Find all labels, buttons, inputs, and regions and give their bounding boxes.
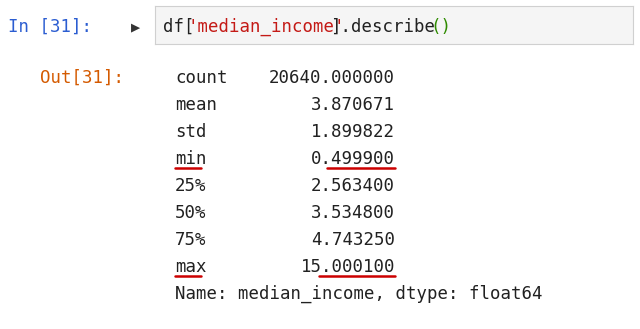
Text: 75%: 75% xyxy=(175,231,207,249)
Text: 2.563400: 2.563400 xyxy=(311,177,395,195)
Text: df[: df[ xyxy=(163,18,195,36)
Text: Out[31]:: Out[31]: xyxy=(40,69,124,87)
Text: 1.899822: 1.899822 xyxy=(311,123,395,141)
Text: 15.000100: 15.000100 xyxy=(301,258,395,276)
Text: 4.743250: 4.743250 xyxy=(311,231,395,249)
Text: 3.534800: 3.534800 xyxy=(311,204,395,222)
Text: 20640.000000: 20640.000000 xyxy=(269,69,395,87)
Text: (): () xyxy=(430,18,451,36)
Text: mean: mean xyxy=(175,96,217,114)
Text: ▶: ▶ xyxy=(131,19,140,35)
Text: count: count xyxy=(175,69,227,87)
Text: std: std xyxy=(175,123,207,141)
Text: min: min xyxy=(175,150,207,168)
Text: ].describe: ].describe xyxy=(330,18,435,36)
Text: 'median_income': 'median_income' xyxy=(188,18,346,36)
Text: 25%: 25% xyxy=(175,177,207,195)
Text: In [31]:: In [31]: xyxy=(8,18,92,36)
Text: 3.870671: 3.870671 xyxy=(311,96,395,114)
Text: Name: median_income, dtype: float64: Name: median_income, dtype: float64 xyxy=(175,285,543,303)
Text: 0.499900: 0.499900 xyxy=(311,150,395,168)
Text: 50%: 50% xyxy=(175,204,207,222)
Text: max: max xyxy=(175,258,207,276)
